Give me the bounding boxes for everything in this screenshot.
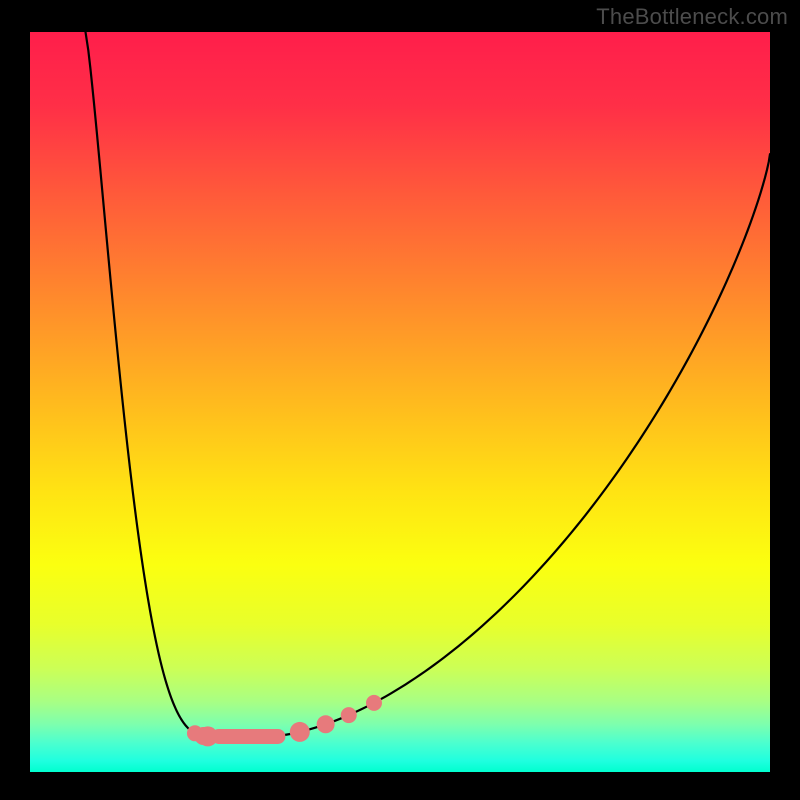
marker-dot: [290, 722, 310, 742]
chart-stage: TheBottleneck.com: [0, 0, 800, 800]
marker-dot: [341, 707, 357, 723]
marker-dot: [366, 695, 382, 711]
watermark-text: TheBottleneck.com: [596, 4, 788, 30]
bottleneck-chart: [0, 0, 800, 800]
marker-dot: [198, 726, 218, 746]
marker-dot: [317, 715, 335, 733]
plot-background: [30, 32, 770, 772]
